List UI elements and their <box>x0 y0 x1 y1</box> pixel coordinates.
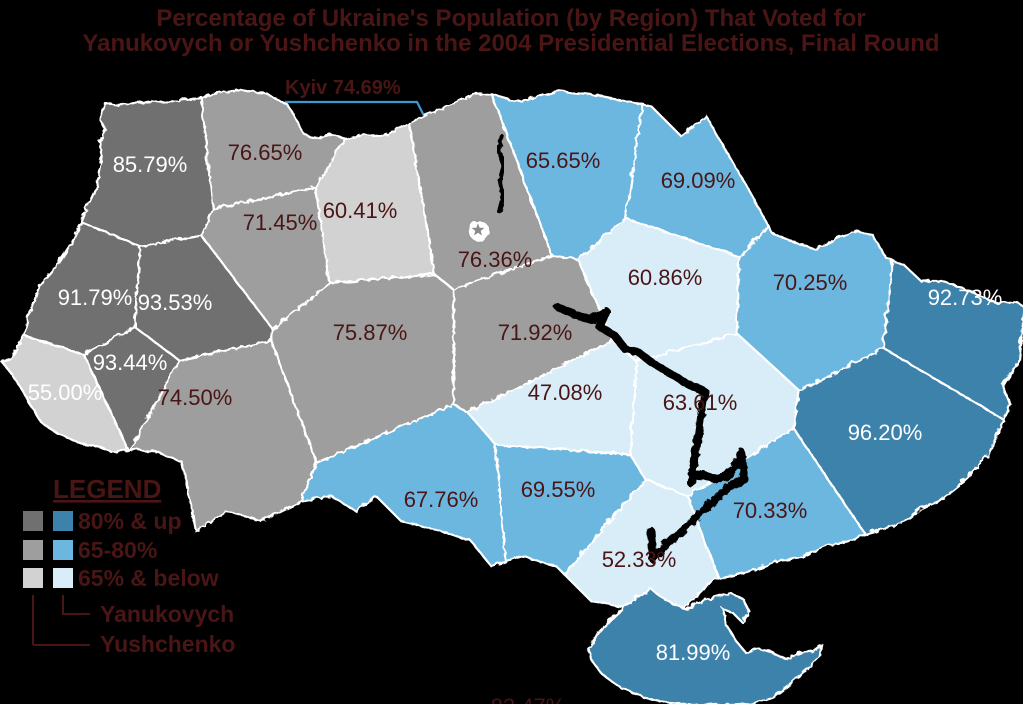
svg-text:65-80%: 65-80% <box>78 537 157 563</box>
svg-text:85.79%: 85.79% <box>113 152 188 177</box>
svg-text:93.44%: 93.44% <box>93 350 168 375</box>
svg-text:67.76%: 67.76% <box>404 487 479 512</box>
svg-text:Percentage of Ukraine's Popula: Percentage of Ukraine's Population (by R… <box>156 5 865 32</box>
svg-text:70.25%: 70.25% <box>773 270 848 295</box>
svg-text:74.50%: 74.50% <box>158 385 233 410</box>
svg-text:63.61%: 63.61% <box>663 390 738 415</box>
svg-text:Yanukovych or Yushchenko in th: Yanukovych or Yushchenko in the 2004 Pre… <box>82 30 939 57</box>
svg-text:93.53%: 93.53% <box>138 290 213 315</box>
svg-text:80% & up: 80% & up <box>78 508 182 534</box>
svg-text:69.09%: 69.09% <box>661 168 736 193</box>
svg-text:55.00%: 55.00% <box>28 380 103 405</box>
svg-text:75.87%: 75.87% <box>333 320 408 345</box>
svg-text:82.47%: 82.47% <box>491 694 566 704</box>
svg-text:52.33%: 52.33% <box>602 547 677 572</box>
svg-text:60.86%: 60.86% <box>628 265 703 290</box>
svg-text:LEGEND: LEGEND <box>53 474 161 504</box>
svg-text:96.20%: 96.20% <box>848 420 923 445</box>
svg-text:76.36%: 76.36% <box>458 247 533 272</box>
svg-text:70.33%: 70.33% <box>733 498 808 523</box>
svg-text:71.92%: 71.92% <box>498 320 573 345</box>
svg-text:69.55%: 69.55% <box>521 477 596 502</box>
svg-text:Yushchenko: Yushchenko <box>100 631 235 657</box>
svg-text:92.73%: 92.73% <box>928 285 1003 310</box>
svg-text:76.65%: 76.65% <box>228 140 303 165</box>
svg-text:71.45%: 71.45% <box>243 210 318 235</box>
svg-text:Yanukovych: Yanukovych <box>100 601 234 627</box>
svg-text:Kyiv 74.69%: Kyiv 74.69% <box>285 77 401 99</box>
svg-text:65.65%: 65.65% <box>526 148 601 173</box>
svg-text:47.08%: 47.08% <box>528 380 603 405</box>
svg-text:60.41%: 60.41% <box>323 198 398 223</box>
svg-text:65% & below: 65% & below <box>78 565 219 591</box>
svg-text:81.99%: 81.99% <box>656 640 731 665</box>
svg-text:91.79%: 91.79% <box>58 285 133 310</box>
